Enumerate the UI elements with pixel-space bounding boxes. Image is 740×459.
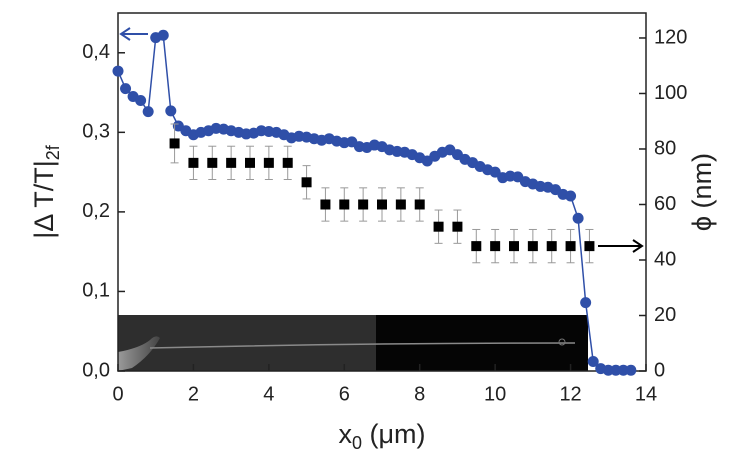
- data-point: [157, 29, 169, 41]
- data-point: [120, 83, 132, 95]
- data-point: [188, 157, 199, 168]
- data-point: [142, 106, 154, 118]
- y-tick-label: 0,4: [82, 41, 110, 63]
- data-point: [226, 157, 237, 168]
- y-axis-title: |Δ T/T|2f: [29, 144, 63, 239]
- data-point: [527, 241, 538, 252]
- y-tick-label: 0,1: [82, 280, 110, 302]
- data-point: [546, 241, 557, 252]
- x-tick-label: 10: [484, 383, 506, 405]
- data-point: [377, 199, 387, 210]
- data-point: [112, 65, 124, 77]
- data-point: [301, 177, 312, 188]
- data-point: [452, 221, 463, 232]
- data-point: [489, 166, 501, 178]
- y-axis-title-sub: 2f: [43, 144, 63, 160]
- data-point: [572, 212, 584, 224]
- y-tick-label: 0,0: [82, 359, 110, 381]
- data-point: [320, 199, 331, 210]
- x-axis-title-main: x: [338, 419, 352, 449]
- data-point: [625, 364, 637, 376]
- x-tick-label: 2: [188, 383, 199, 405]
- y2-axis-title: ϕ (nm): [687, 153, 717, 231]
- data-point: [135, 95, 147, 107]
- data-point: [617, 364, 629, 376]
- data-point: [509, 241, 519, 252]
- data-point: [358, 199, 369, 210]
- data-point: [169, 138, 180, 149]
- x-tick-label: 6: [339, 383, 350, 405]
- x-axis-title-unit: (μm): [362, 419, 426, 449]
- plot-frame: [117, 12, 647, 372]
- x-tick-label: 12: [559, 383, 581, 405]
- data-point: [414, 199, 425, 210]
- y-tick-label: 0,3: [82, 121, 110, 143]
- x-tick-label: 8: [414, 383, 425, 405]
- data-point: [471, 241, 482, 252]
- x-tick-label: 0: [112, 383, 123, 405]
- y-tick-label: 0,2: [82, 200, 110, 222]
- y2-tick-label: 40: [654, 248, 676, 270]
- x-axis-title: x0 (μm): [338, 419, 425, 453]
- y2-tick-label: 60: [654, 193, 676, 215]
- y2-tick-label: 120: [654, 26, 687, 48]
- data-point: [339, 199, 350, 210]
- data-point: [165, 105, 177, 117]
- data-point: [395, 199, 406, 210]
- x-axis-title-sub: 0: [352, 433, 362, 453]
- data-point: [602, 364, 614, 376]
- y2-tick-label: 100: [654, 82, 687, 104]
- data-point: [245, 157, 255, 168]
- data-point: [490, 241, 501, 252]
- data-point: [587, 355, 599, 367]
- x-tick-label: 14: [635, 383, 657, 405]
- y2-tick-label: 0: [654, 359, 665, 381]
- y2-tick-label: 20: [654, 304, 676, 326]
- data-point: [565, 190, 577, 202]
- data-point: [433, 221, 444, 232]
- data-point: [610, 364, 622, 376]
- data-point: [263, 157, 274, 168]
- y-axis-title-main: |Δ T/T|: [29, 160, 59, 239]
- data-point: [207, 157, 218, 168]
- sem-inset-image: [118, 315, 588, 371]
- x-tick-label: 4: [263, 383, 274, 405]
- data-point: [584, 241, 595, 252]
- data-point: [565, 241, 576, 252]
- left-arrow: [119, 27, 148, 41]
- data-point: [282, 157, 293, 168]
- data-point: [580, 297, 592, 309]
- right-arrow: [598, 239, 644, 253]
- y2-tick-label: 80: [654, 137, 676, 159]
